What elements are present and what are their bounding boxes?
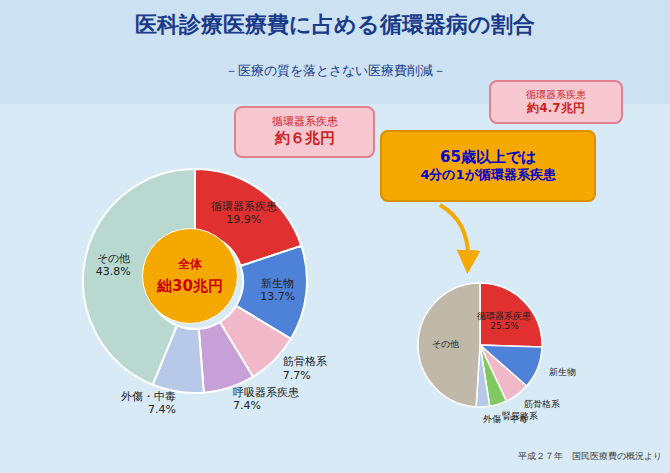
html-text:循環器系疾患: 循環器系疾患	[526, 88, 586, 100]
html-text:約６兆円: 約６兆円	[274, 129, 335, 148]
html-text:全体: 全体	[178, 257, 202, 271]
svg-text:新生物13.7%: 新生物13.7%	[260, 277, 295, 303]
html-text:4分の1が循環器系疾患: 4分の1が循環器系疾患	[420, 167, 556, 183]
svg-text:その他: その他	[432, 339, 459, 349]
svg-text:筋骨格系7.7%: 筋骨格系7.7%	[283, 355, 327, 381]
svg-text:循環器系疾患19.9%: 循環器系疾患19.9%	[211, 200, 277, 226]
svg-text:筋骨格系: 筋骨格系	[524, 399, 560, 409]
html-text:約4.7兆円: 約4.7兆円	[527, 100, 585, 115]
html-text:65歳以上では: 65歳以上では	[440, 147, 536, 166]
svg-text:外傷・中毒: 外傷・中毒	[483, 414, 528, 424]
svg-text:その他43.8%: その他43.8%	[96, 252, 131, 278]
html-text:平成２７年 国民医療費の概況より: 平成２７年 国民医療費の概況より	[518, 451, 662, 461]
html-text:医科診療医療費に占める循環器病の割合: 医科診療医療費に占める循環器病の割合	[135, 12, 535, 37]
svg-text:外傷・中毒7.4%: 外傷・中毒7.4%	[121, 390, 176, 416]
svg-text:循環器系疾患25.5%: 循環器系疾患25.5%	[477, 311, 531, 332]
html-text:循環器系疾患: 循環器系疾患	[271, 115, 338, 129]
html-text:－医療の質を落とさない医療費削減－: －医療の質を落とさない医療費削減－	[224, 63, 446, 78]
svg-text:新生物: 新生物	[549, 367, 576, 377]
html-text:絀30兆円: 絀30兆円	[157, 277, 223, 295]
svg-text:呼吸器系疾患7.4%: 呼吸器系疾患7.4%	[233, 386, 299, 412]
